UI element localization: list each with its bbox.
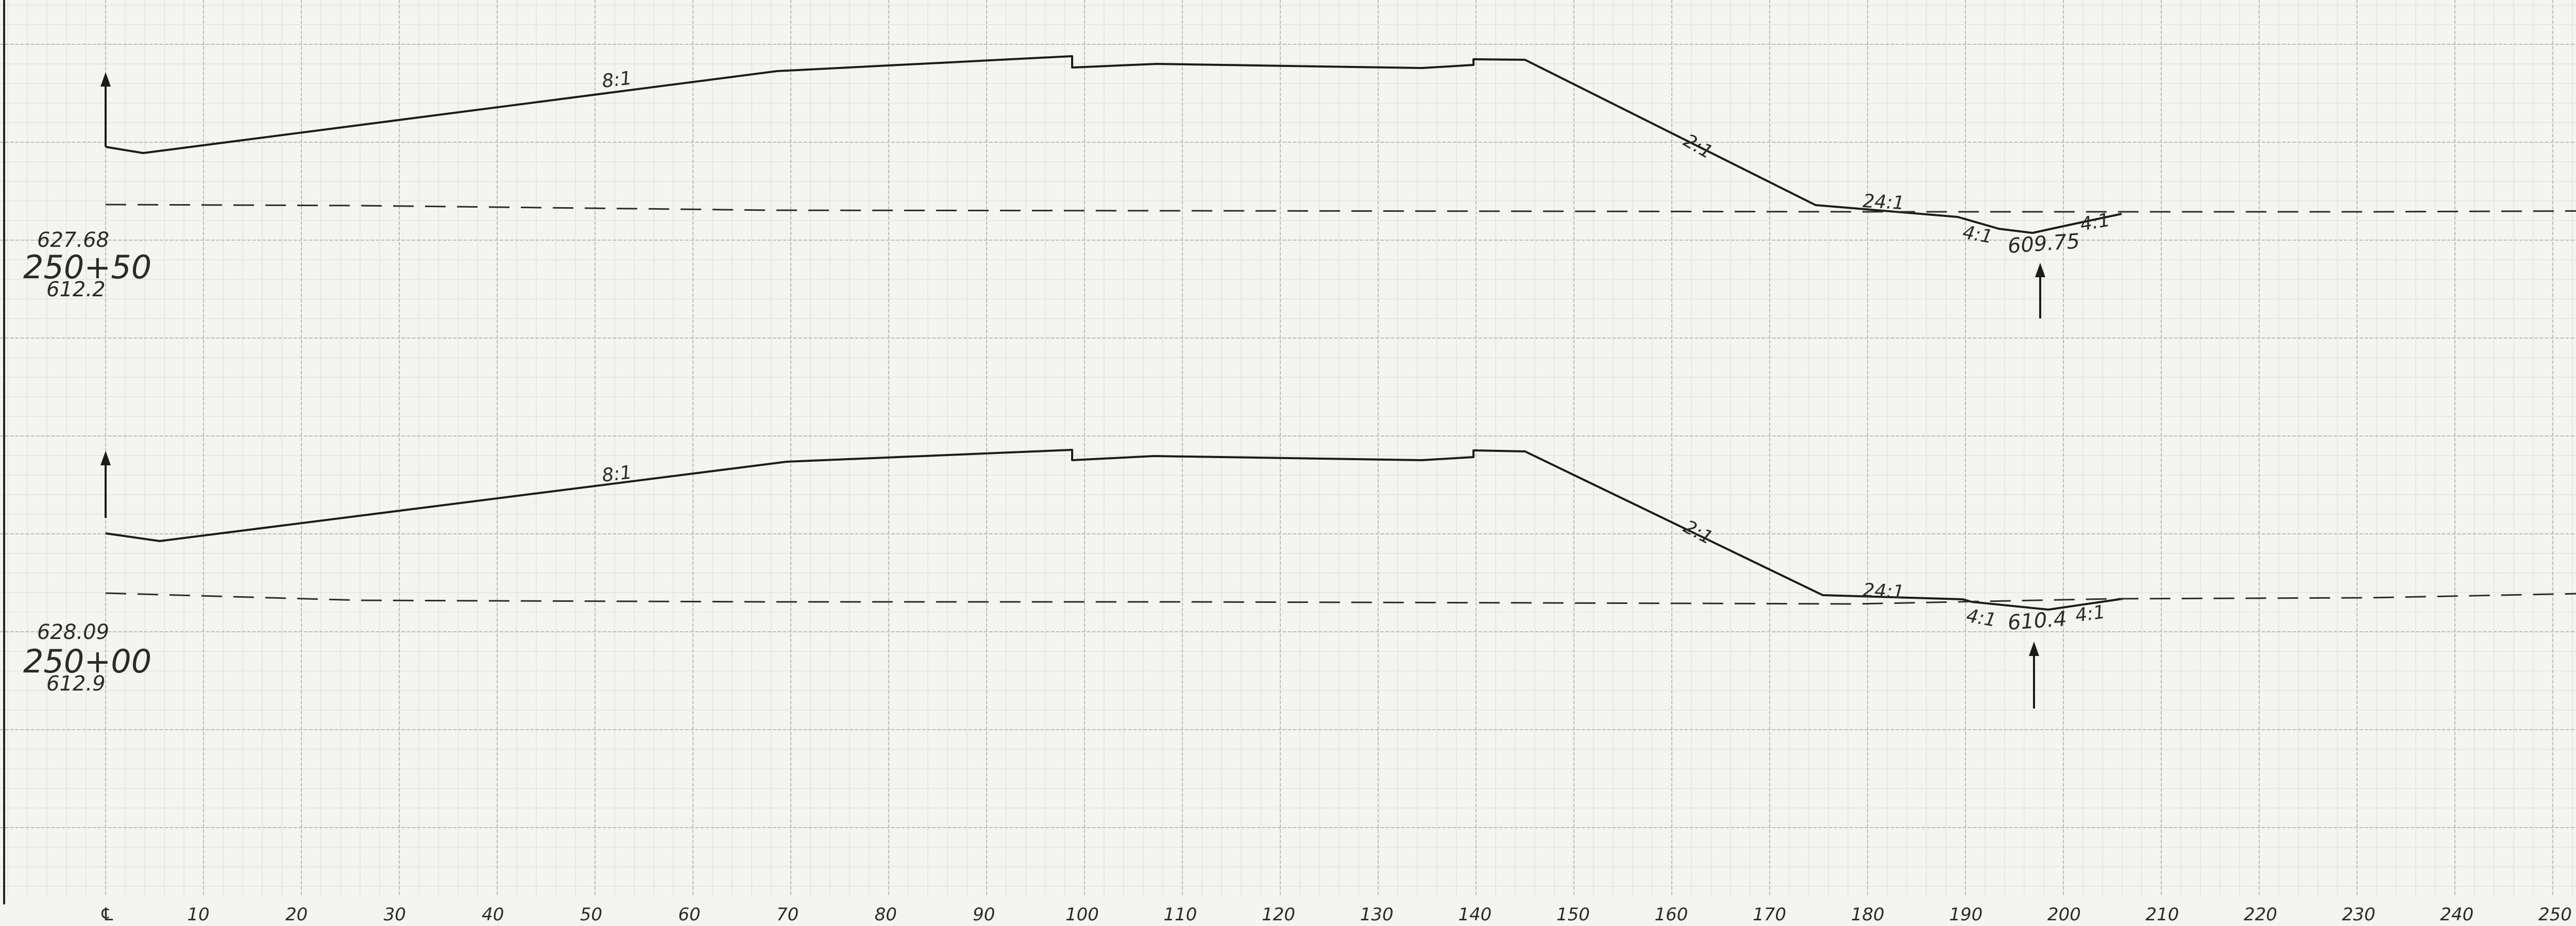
grid-major: [0, 0, 2576, 897]
station-label: 250+50: [23, 248, 151, 286]
axis-tick-label: 30: [384, 904, 406, 925]
upward-arrow-icon: [100, 72, 111, 147]
axis-tick-label: 50: [580, 904, 602, 925]
axis-tick-label: 130: [1360, 904, 1394, 925]
existing-ground-upper: [105, 204, 2576, 213]
axis-tick-label: 220: [2244, 904, 2277, 925]
axis-tick-label: 70: [776, 904, 799, 925]
axis-tick-label: 90: [973, 904, 995, 925]
bottom-elevation-label: 612.2: [46, 278, 106, 301]
upward-arrow-icon: [2035, 263, 2045, 318]
station-label: 250+00: [23, 643, 151, 680]
upward-arrow-icon: [2029, 642, 2039, 709]
slope-label-8-1: 8:1: [601, 462, 633, 486]
top-elevation-label: 627.68: [37, 228, 109, 252]
slope-label-4-1-left: 4:1: [1961, 222, 1994, 247]
slope-label-4-1-left: 4:1: [1964, 605, 1997, 631]
axis-tick-label: 80: [875, 904, 897, 925]
axis-tick-label: 10: [187, 904, 209, 925]
proposed-profile-upper: [105, 55, 2122, 234]
axis-tick-label: 210: [2146, 904, 2179, 925]
slope-label-24-1: 24:1: [1862, 191, 1905, 214]
upward-arrow-icon: [100, 451, 111, 518]
existing-ground-lower: [105, 592, 2576, 605]
ditch-elevation-label: 610.4: [2007, 607, 2067, 635]
bottom-elevation-label: 612.9: [46, 672, 106, 696]
axis-tick-label: 180: [1851, 904, 1885, 925]
axis-tick-label: 40: [482, 904, 504, 925]
axis-tick-label: 200: [2047, 904, 2081, 925]
axis-tick-label: 230: [2342, 904, 2376, 925]
centerline-symbol: ℄: [99, 904, 115, 925]
grid-minor: [0, 0, 2576, 897]
axis-tick-label: 150: [1556, 904, 1590, 925]
axis-tick-label: 100: [1065, 904, 1099, 925]
axis-tick-label: 20: [285, 904, 308, 925]
offset-axis: ℄ 10 20 30 40 50 60 70 80 90 100 110 120 130 140 150 16…: [99, 904, 2572, 925]
axis-tick-label: 240: [2440, 904, 2473, 925]
axis-tick-label: 110: [1164, 904, 1197, 925]
slope-label-8-1: 8:1: [601, 68, 633, 92]
ditch-elevation-label: 609.75: [2007, 229, 2080, 258]
slope-label-24-1: 24:1: [1862, 580, 1905, 603]
top-elevation-label: 628.09: [37, 620, 109, 644]
axis-tick-label: 120: [1262, 904, 1295, 925]
cross-section-upper: 8:1 2:1 24:1 4:1 4:1 609.75 627.68 250+5…: [23, 55, 2576, 318]
axis-tick-label: 140: [1458, 904, 1492, 925]
axis-tick-label: 190: [1949, 904, 1982, 925]
axis-tick-label: 60: [678, 904, 700, 925]
axis-tick-label: 160: [1655, 904, 1688, 925]
axis-tick-label: 170: [1753, 904, 1786, 925]
axis-tick-label: 250: [2538, 904, 2572, 925]
slope-label-4-1-right: 4:1: [2078, 209, 2111, 235]
slope-label-4-1-right: 4:1: [2074, 601, 2107, 627]
